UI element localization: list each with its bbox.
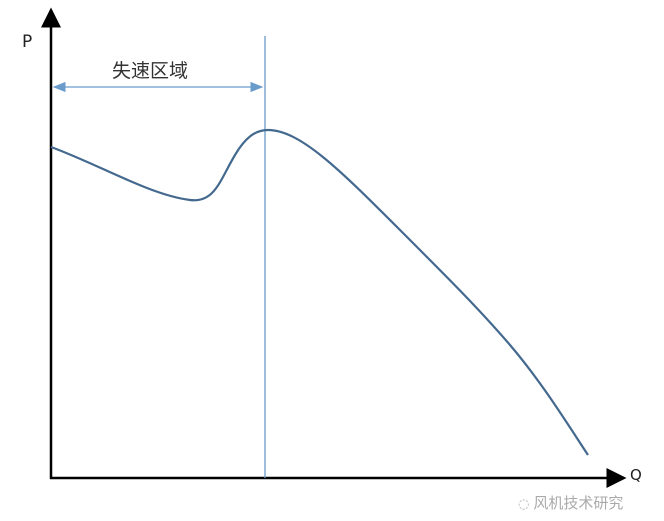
x-axis-label: Q — [630, 466, 642, 484]
wechat-icon: ◌ — [518, 497, 530, 512]
y-axis-label: P — [22, 32, 33, 52]
performance-curve — [50, 128, 589, 456]
watermark-text: 风机技术研究 — [533, 494, 624, 512]
watermark: ◌ 风机技术研究 — [518, 492, 623, 513]
stall-region-label: 失速区域 — [112, 60, 189, 82]
